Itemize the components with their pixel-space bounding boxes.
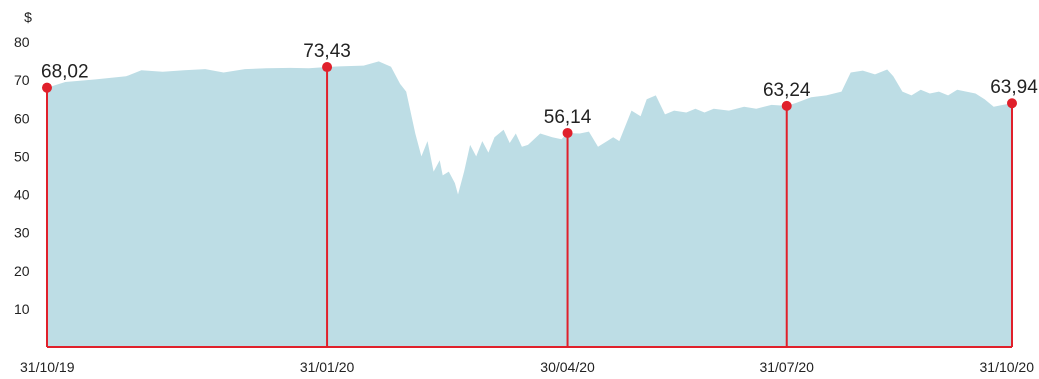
data-value-label: 68,02 [41,62,89,83]
y-axis-unit: $ [24,9,32,25]
x-tick-label: 31/07/20 [759,359,814,375]
data-value-label: 63,24 [763,80,811,101]
data-point-marker [562,127,573,138]
data-point-marker [42,82,52,93]
data-value-label: 56,14 [544,107,592,128]
x-tick-label: 31/10/20 [980,359,1035,375]
y-tick-label: 30 [14,225,30,241]
data-point-marker [1007,98,1017,109]
data-point-marker [781,100,792,111]
y-tick-label: 10 [14,301,30,317]
y-tick-label: 20 [14,263,30,279]
y-tick-label: 70 [14,72,30,88]
data-value-label: 63,94 [990,77,1038,98]
x-tick-label: 31/10/19 [20,359,75,375]
x-tick-label: 31/01/20 [300,359,355,375]
y-tick-label: 40 [14,187,30,203]
data-point-marker [322,62,333,73]
y-tick-label: 50 [14,148,30,164]
y-tick-label: 60 [14,110,30,126]
price-area [47,61,1012,348]
data-value-label: 73,43 [303,41,351,62]
x-tick-label: 30/04/20 [540,359,595,375]
y-tick-label: 80 [14,34,30,50]
